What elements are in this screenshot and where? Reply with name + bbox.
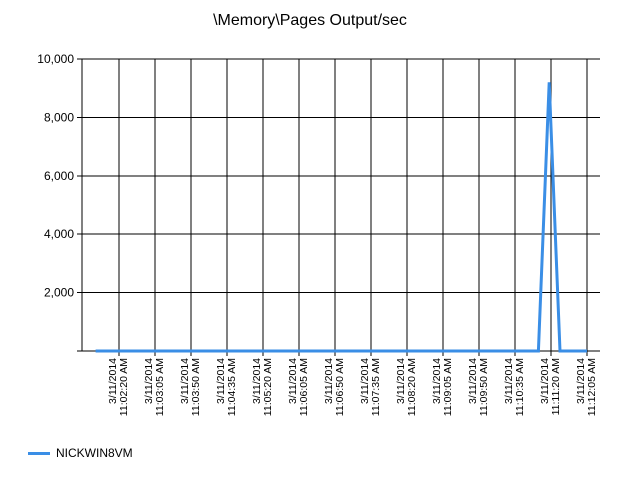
y-tick-label: 2,000 [44,286,74,300]
y-tick-label: 10,000 [37,52,74,66]
x-tick-label-date: 3/11/2014 [575,358,587,404]
legend-swatch [28,451,50,455]
x-tick-label-time: 11:09:50 AM [478,358,490,416]
x-tick-label-date: 3/11/2014 [251,358,263,404]
x-tick-label-time: 11:11:20 AM [550,358,562,415]
x-tick-label-date: 3/11/2014 [179,358,191,404]
x-tick-label-date: 3/11/2014 [359,358,371,404]
x-tick-label-time: 11:05:20 AM [262,358,274,416]
x-tick-label-date: 3/11/2014 [467,358,479,404]
x-tick-label-time: 11:06:05 AM [298,358,310,416]
x-tick-label-date: 3/11/2014 [323,358,335,404]
x-tick-label-time: 11:04:35 AM [226,358,238,416]
x-tick-label-date: 3/11/2014 [287,358,299,404]
x-tick-label-time: 11:08:20 AM [406,358,418,416]
y-tick-label: 6,000 [44,169,74,183]
legend-label: NICKWIN8VM [56,446,133,460]
y-tick-label: 4,000 [44,227,74,241]
x-tick-label-time: 11:03:05 AM [154,358,166,416]
x-tick-label-date: 3/11/2014 [539,358,551,404]
legend: NICKWIN8VM [28,446,133,460]
x-tick-label-date: 3/11/2014 [143,358,155,404]
x-tick-label-time: 11:03:50 AM [190,358,202,416]
x-tick-label-time: 11:07:35 AM [370,358,382,416]
x-tick-label-time: 11:09:05 AM [442,358,454,416]
x-tick-label-time: 11:10:35 AM [514,358,526,416]
y-tick-label: 8,000 [44,110,74,124]
x-tick-label-date: 3/11/2014 [395,358,407,404]
x-tick-label-date: 3/11/2014 [107,358,119,404]
x-tick-label-date: 3/11/2014 [503,358,515,404]
chart-title: \Memory\Pages Output/sec [213,12,407,29]
x-tick-label-time: 11:02:20 AM [118,358,130,416]
x-tick-label-time: 11:12:05 AM [586,358,598,416]
series-line [95,82,587,353]
x-tick-label-date: 3/11/2014 [431,358,443,404]
x-tick-label-date: 3/11/2014 [215,358,227,404]
x-tick-label-time: 11:06:50 AM [334,358,346,416]
